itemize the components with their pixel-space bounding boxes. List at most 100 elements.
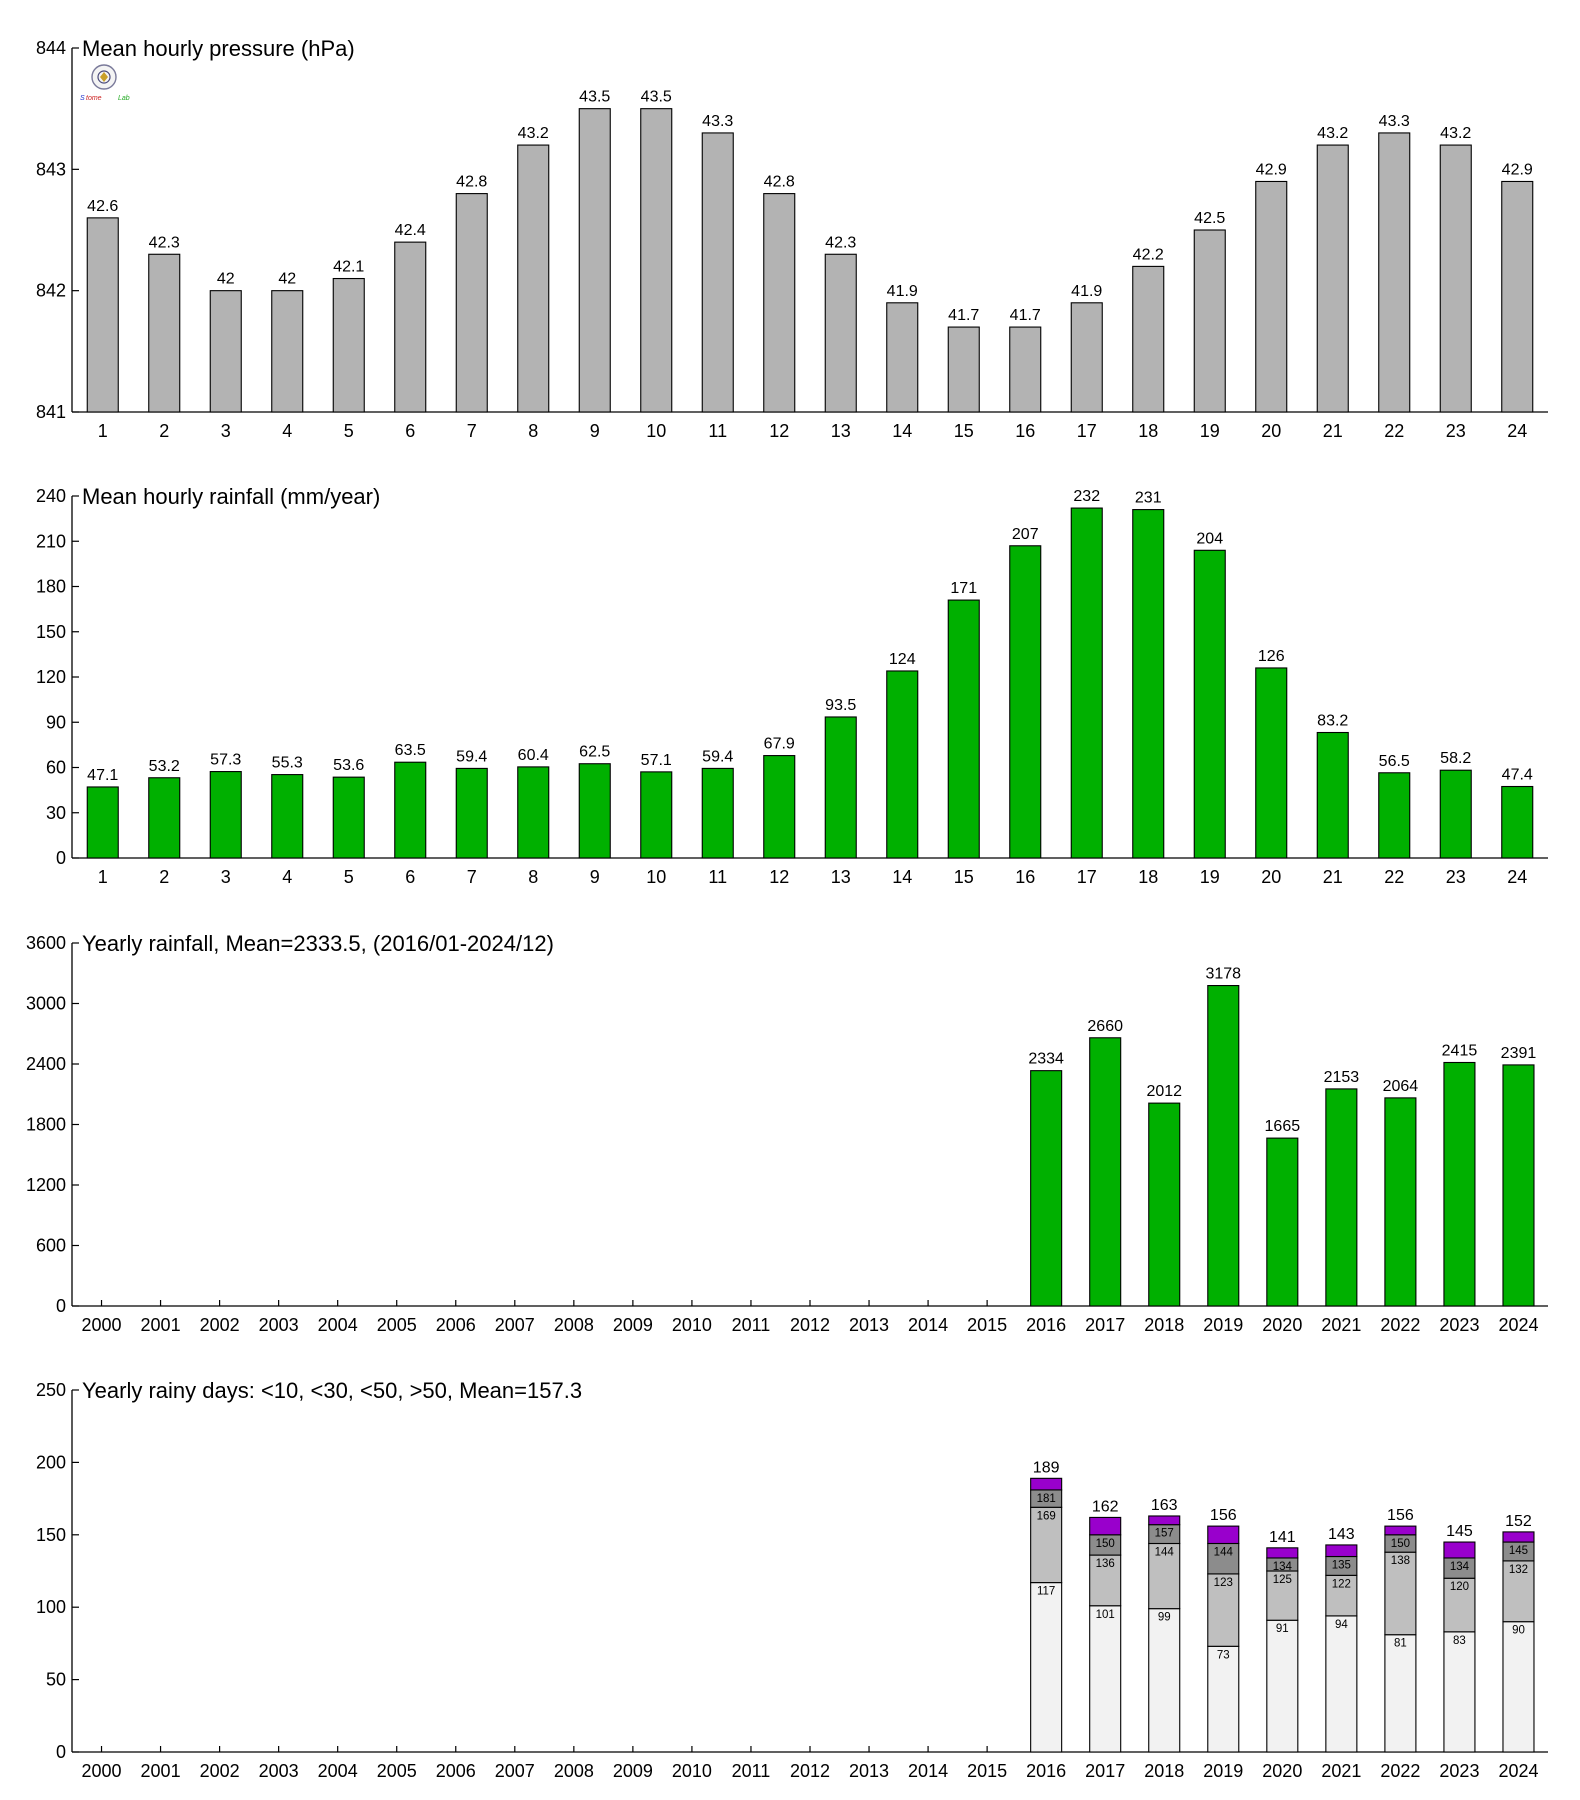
bar-segment	[1030, 1506, 1063, 1584]
chart-title: Mean hourly rainfall (mm/year)	[82, 484, 380, 509]
x-tick-label: 14	[892, 421, 912, 441]
bar-value-label: 204	[1196, 530, 1223, 547]
x-tick-label: 2021	[1321, 1761, 1361, 1781]
bar-segment	[1030, 1477, 1063, 1491]
x-tick-label: 2007	[495, 1315, 535, 1335]
bar-segment	[1207, 1525, 1240, 1545]
bar-value-label: 55.3	[272, 755, 303, 772]
bar	[148, 777, 181, 859]
chart-title: Mean hourly pressure (hPa)	[82, 36, 355, 61]
svg-text:S: S	[80, 95, 85, 102]
bar	[578, 763, 611, 859]
bar-segment	[1502, 1560, 1535, 1623]
y-tick-label: 150	[36, 622, 66, 642]
bar	[332, 776, 365, 859]
segment-value-label: 169	[1037, 1510, 1056, 1522]
bar	[886, 302, 919, 413]
x-tick-label: 13	[831, 867, 851, 887]
x-tick-label: 2002	[200, 1315, 240, 1335]
segment-value-label: 136	[1096, 1558, 1115, 1570]
chart-panel-rainy-days: 0 50 100 150 200 250 2000 2001 2002 2003 2004 2005 2…	[36, 1378, 1548, 1781]
bar	[394, 761, 427, 859]
bar	[1439, 144, 1472, 413]
bar	[1316, 144, 1349, 413]
x-tick-label: 23	[1446, 867, 1466, 887]
bar-value-label: 41.9	[887, 283, 918, 300]
x-tick-label: 2	[159, 867, 169, 887]
x-tick-label: 15	[954, 421, 974, 441]
x-tick-label: 6	[405, 421, 415, 441]
x-tick-label: 4	[282, 421, 292, 441]
x-tick-label: 2000	[81, 1761, 121, 1781]
bar-value-label: 41.9	[1071, 283, 1102, 300]
x-tick-label: 17	[1077, 421, 1097, 441]
bar-segment	[1207, 1542, 1240, 1575]
x-tick-label: 2004	[318, 1315, 358, 1335]
bar-value-label: 62.5	[579, 744, 610, 761]
segment-value-label: 134	[1273, 1561, 1293, 1573]
bar	[271, 290, 304, 413]
bar	[1207, 985, 1240, 1307]
bar	[1266, 1137, 1299, 1307]
x-tick-label: 1	[98, 421, 108, 441]
y-tick-label: 844	[36, 38, 66, 58]
x-tick-label: 2018	[1144, 1761, 1184, 1781]
x-tick-label: 15	[954, 867, 974, 887]
x-tick-label: 16	[1015, 421, 1035, 441]
bar-segment	[1502, 1531, 1535, 1543]
bar-value-label: 43.3	[702, 113, 733, 130]
x-tick-label: 2001	[141, 1315, 181, 1335]
y-tick-label: 1200	[26, 1175, 66, 1195]
x-tick-label: 2008	[554, 1315, 594, 1335]
x-tick-label: 2013	[849, 1761, 889, 1781]
x-tick-label: 8	[528, 421, 538, 441]
x-tick-label: 8	[528, 867, 538, 887]
x-tick-label: 2006	[436, 1761, 476, 1781]
x-tick-label: 2020	[1262, 1315, 1302, 1335]
x-tick-label: 2002	[200, 1761, 240, 1781]
x-tick-label: 3	[221, 867, 231, 887]
bar	[1378, 772, 1411, 859]
y-tick-label: 210	[36, 531, 66, 551]
bar	[640, 108, 673, 413]
segment-value-label: 150	[1391, 1538, 1410, 1550]
y-tick-label: 50	[46, 1670, 66, 1690]
bar	[1132, 265, 1165, 413]
bar-value-label: 47.4	[1502, 767, 1533, 784]
x-tick-label: 2017	[1085, 1315, 1125, 1335]
bar	[640, 771, 673, 859]
x-tick-label: 12	[769, 421, 789, 441]
bar-segment	[1384, 1525, 1417, 1536]
x-tick-label: 3	[221, 421, 231, 441]
bar-total-label: 152	[1505, 1513, 1532, 1530]
bar	[86, 217, 119, 413]
bar	[517, 144, 550, 413]
chart-title: Yearly rainfall, Mean=2333.5, (2016/01-2…	[82, 931, 554, 956]
bar-value-label: 42.6	[87, 198, 118, 215]
svg-text:tome: tome	[86, 95, 102, 102]
bar	[578, 108, 611, 413]
x-tick-label: 21	[1323, 867, 1343, 887]
bar	[947, 599, 980, 859]
x-tick-label: 2000	[81, 1315, 121, 1335]
x-tick-label: 16	[1015, 867, 1035, 887]
segment-value-label: 120	[1450, 1581, 1469, 1593]
bar-total-label: 156	[1387, 1507, 1414, 1524]
bar-value-label: 232	[1073, 488, 1100, 505]
segment-value-label: 134	[1450, 1561, 1470, 1573]
bar-segment	[1089, 1554, 1122, 1607]
bar-value-label: 43.2	[1317, 125, 1348, 142]
bar	[947, 326, 980, 413]
bar	[209, 290, 242, 413]
bar-value-label: 43.3	[1379, 113, 1410, 130]
bar	[1439, 769, 1472, 859]
x-tick-label: 2015	[967, 1315, 1007, 1335]
bar	[1070, 507, 1103, 859]
bar-value-label: 93.5	[825, 697, 856, 714]
x-tick-label: 2006	[436, 1315, 476, 1335]
bar	[1009, 326, 1042, 413]
y-tick-label: 30	[46, 803, 66, 823]
x-tick-label: 2019	[1203, 1315, 1243, 1335]
bar-value-label: 231	[1135, 490, 1162, 507]
